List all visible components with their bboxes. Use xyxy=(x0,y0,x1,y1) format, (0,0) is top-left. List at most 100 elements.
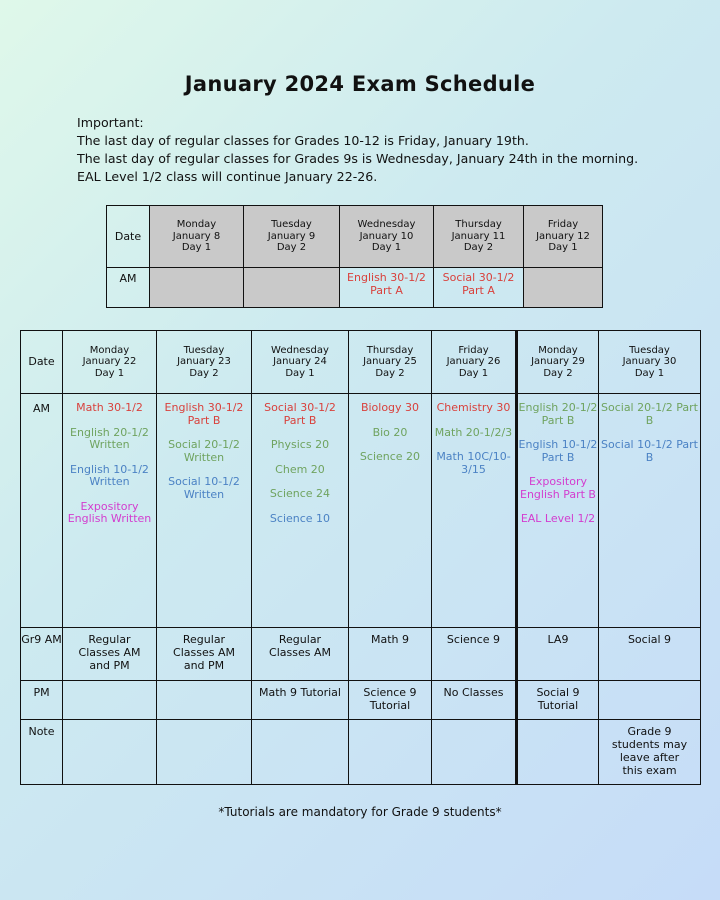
pm-label: PM xyxy=(20,680,63,720)
note-cell xyxy=(156,719,252,785)
day-header: Thursday January 25 Day 2 xyxy=(348,330,432,394)
day-cycle: Day 1 xyxy=(371,242,402,254)
day-day: Tuesday xyxy=(183,344,225,356)
note-cell xyxy=(62,719,157,785)
exam-entry: EAL Level 1/2 xyxy=(520,512,596,525)
exam-entry: Math 10C/10-3/15 xyxy=(436,450,511,476)
exam-entry: Social 30-1/2 Part B xyxy=(264,401,336,427)
exam-cell: Social 20-1/2 Part B Social 10-1/2 Part B xyxy=(598,393,701,628)
day-header: Tuesday January 23 Day 2 xyxy=(156,330,252,394)
day-date: January 12 xyxy=(536,230,590,242)
day-cycle: Day 1 xyxy=(634,367,665,379)
day-day: Tuesday xyxy=(629,344,670,356)
day-date: January 9 xyxy=(267,230,316,242)
day-day: Tuesday xyxy=(271,219,312,231)
note-cell xyxy=(348,719,432,785)
day-date: January 8 xyxy=(172,230,221,242)
day-date: January 25 xyxy=(363,356,417,368)
exam-entry: Science 10 xyxy=(269,511,331,525)
pm-cell xyxy=(62,680,157,720)
gr9-cell: LA9 xyxy=(515,627,599,681)
gr9-cell: Science 9 xyxy=(431,627,517,681)
day-header: Monday January 22 Day 1 xyxy=(62,330,157,394)
day-day: Thursday xyxy=(455,219,502,231)
exam-entry: English 10-1/2 Written xyxy=(70,462,149,488)
exam-entry: Social 20-1/2 Part B xyxy=(601,401,698,427)
day-cycle: Day 1 xyxy=(548,242,578,254)
date-header: Date xyxy=(20,330,63,394)
pm-cell: Math 9 Tutorial xyxy=(251,680,349,720)
date-header: Date xyxy=(106,205,150,268)
day-date: January 26 xyxy=(446,356,501,368)
exam-entry: Social 10-1/2 Part B xyxy=(601,438,698,464)
footer-note: *Tutorials are mandatory for Grade 9 stu… xyxy=(218,805,502,819)
exam-entry: English 30-1/2 Part B xyxy=(164,401,244,427)
exam-entry: Expository English Written xyxy=(67,499,152,525)
day-header: Thursday January 11 Day 2 xyxy=(433,205,524,268)
exam-cell xyxy=(149,267,244,308)
exam-entry: Part A xyxy=(462,283,495,297)
important-heading: Important: xyxy=(77,115,144,130)
exam-entry: Part A xyxy=(370,283,403,297)
exam-entry: Science 20 xyxy=(359,450,421,463)
day-date: January 11 xyxy=(451,230,506,242)
day-date: January 22 xyxy=(82,356,137,368)
note-cell xyxy=(431,719,517,785)
exam-entry: Social 20-1/2 Written xyxy=(168,438,240,464)
gr9-cell: Math 9 xyxy=(348,627,432,681)
pm-cell xyxy=(156,680,252,720)
gr9-cell: Regular Classes AM and PM xyxy=(156,627,252,681)
day-day: Monday xyxy=(176,219,217,231)
exam-entry: Chem 20 xyxy=(275,462,325,476)
note-line: The last day of regular classes for Grad… xyxy=(77,151,639,166)
exam-cell: Chemistry 30 Math 20-1/2/3 Math 10C/10-3/1… xyxy=(431,393,517,628)
day-header: Tuesday January 30 Day 1 xyxy=(598,330,701,394)
day-day: Wednesday xyxy=(271,344,329,356)
exam-entry: Expository English Part B xyxy=(520,475,596,501)
exam-cell: Social 30-1/2 Part B Physics 20 Chem 20 Sci… xyxy=(251,393,349,628)
gr9-cell: Social 9 xyxy=(598,627,701,681)
exam-cell: English 30-1/2 Part A xyxy=(339,267,434,308)
pm-cell: Science 9 Tutorial xyxy=(348,680,432,720)
exam-cell: Social 30-1/2 Part A xyxy=(433,267,524,308)
pm-cell xyxy=(598,680,701,720)
day-day: Friday xyxy=(547,219,579,231)
day-date: January 30 xyxy=(622,356,677,368)
note-line: The last day of regular classes for Grad… xyxy=(77,133,529,148)
day-date: January 24 xyxy=(273,356,327,368)
note-cell xyxy=(251,719,349,785)
day-cycle: Day 1 xyxy=(458,367,489,379)
day-header: Friday January 12 Day 1 xyxy=(523,205,603,268)
exam-entry: Science 24 xyxy=(269,487,331,500)
note-cell: Grade 9 students may leave after this ex… xyxy=(598,719,701,785)
exam-cell xyxy=(243,267,340,308)
exam-entry: Math 30-1/2 xyxy=(76,401,143,414)
exam-entry: Social 30-1/2 xyxy=(442,271,515,284)
day-cycle: Day 1 xyxy=(285,367,315,379)
pm-cell: No Classes xyxy=(431,680,517,720)
important-notes: Important: The last day of regular class… xyxy=(77,114,638,186)
day-day: Wednesday xyxy=(357,219,416,231)
pm-cell: Social 9 Tutorial xyxy=(515,680,599,720)
day-date: January 23 xyxy=(177,356,231,368)
gr9-cell: Regular Classes AM xyxy=(251,627,349,681)
day-header: Friday January 26 Day 1 xyxy=(431,330,517,394)
note-line: EAL Level 1/2 class will continue Januar… xyxy=(77,169,378,184)
day-cycle: Day 2 xyxy=(189,367,219,379)
day-cycle: Day 1 xyxy=(181,242,212,254)
am-label: AM xyxy=(106,267,150,308)
day-header: Monday January 29 Day 2 xyxy=(515,330,599,394)
exam-cell: English 30-1/2 Part B Social 20-1/2 Writt… xyxy=(156,393,252,628)
exam-entry: Chemistry 30 xyxy=(436,401,511,414)
day-cycle: Day 2 xyxy=(276,242,307,254)
exam-cell: Math 30-1/2 English 20-1/2 Written English… xyxy=(62,393,157,628)
am-label: AM xyxy=(20,393,63,628)
gr9-cell: Regular Classes AM and PM xyxy=(62,627,157,681)
day-day: Thursday xyxy=(366,344,414,356)
exam-entry: English 20-1/2 Written xyxy=(70,425,149,451)
exam-cell: English 20-1/2 Part B English 10-1/2 Part… xyxy=(515,393,599,628)
exam-entry: Social 10-1/2 Written xyxy=(168,475,240,501)
exam-entry: English 30-1/2 xyxy=(347,271,426,284)
day-cycle: Day 2 xyxy=(375,367,405,379)
exam-entry: Bio 20 xyxy=(372,425,408,439)
